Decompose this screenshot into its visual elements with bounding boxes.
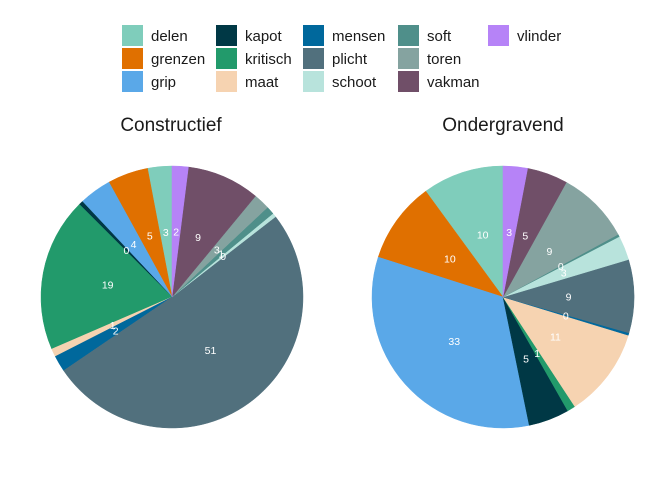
pie-slice-plicht — [63, 216, 304, 429]
panel-title: Ondergravend — [442, 115, 563, 136]
slice-label-toren: 9 — [547, 246, 553, 258]
legend-swatch — [122, 71, 143, 92]
legend-swatch — [398, 48, 419, 69]
legend: delen grenzen grip kapot kritisch maat mensen p… — [122, 25, 561, 92]
legend-label: soft — [427, 28, 452, 45]
legend-label: delen — [151, 28, 188, 45]
pie-slice-delen — [425, 165, 504, 298]
legend-swatch — [216, 71, 237, 92]
slice-label-grip: 33 — [448, 336, 460, 348]
slice-label-kritisch: 1 — [534, 348, 540, 360]
slice-label-schoot: 3 — [561, 267, 567, 279]
slice-label-grenzen: 5 — [147, 230, 153, 242]
legend-label: grip — [151, 74, 176, 91]
legend-swatch — [488, 25, 509, 46]
slice-label-mensen: 2 — [113, 325, 119, 337]
slice-label-kapot: 5 — [523, 353, 529, 365]
legend-swatch — [216, 25, 237, 46]
pie-slice-maat — [502, 296, 629, 407]
legend-label: vakman — [427, 74, 480, 91]
pie-slices — [371, 165, 635, 429]
panel-title: Constructief — [120, 115, 222, 136]
legend-label: kapot — [245, 28, 283, 45]
slice-label-plicht: 51 — [205, 345, 217, 357]
slice-label-delen: 10 — [477, 230, 489, 242]
legend-label: vlinder — [517, 28, 561, 45]
slice-label-toren: 3 — [214, 244, 220, 256]
pie-slices — [40, 165, 304, 429]
slice-label-plicht: 9 — [566, 292, 572, 304]
legend-swatch — [303, 71, 324, 92]
legend-swatch — [398, 25, 419, 46]
legend-item-maat: maat — [216, 71, 279, 92]
legend-swatch — [122, 48, 143, 69]
legend-swatch — [216, 48, 237, 69]
slice-label-grip: 4 — [131, 239, 137, 251]
slice-label-vlinder: 2 — [173, 227, 179, 239]
legend-swatch — [303, 25, 324, 46]
legend-item-plicht: plicht — [303, 48, 368, 69]
slice-label-vlinder: 3 — [506, 227, 512, 239]
legend-label: mensen — [332, 28, 385, 45]
slice-label-grenzen: 10 — [444, 254, 456, 266]
legend-item-schoot: schoot — [303, 71, 377, 92]
slice-label-schoot: 0 — [220, 251, 226, 263]
legend-item-toren: toren — [398, 48, 461, 69]
legend-swatch — [303, 48, 324, 69]
legend-label: schoot — [332, 74, 377, 91]
legend-item-delen: delen — [122, 25, 188, 46]
legend-item-vakman: vakman — [398, 71, 480, 92]
legend-label: plicht — [332, 51, 368, 68]
pie-slice-vlinder — [171, 165, 189, 298]
legend-item-vlinder: vlinder — [488, 25, 561, 46]
pie-slice-vlinder — [502, 165, 528, 298]
pie-slice-kritisch — [40, 204, 173, 350]
slice-label-vakman: 9 — [195, 232, 201, 244]
slice-label-mensen: 0 — [563, 311, 569, 323]
legend-item-mensen: mensen — [303, 25, 385, 46]
slice-label-soft: 1 — [218, 249, 224, 261]
pie-slice-grip — [371, 256, 530, 429]
legend-item-kritisch: kritisch — [216, 48, 292, 69]
legend-item-soft: soft — [398, 25, 452, 46]
legend-item-grenzen: grenzen — [122, 48, 205, 69]
legend-label: toren — [427, 51, 461, 68]
slice-label-kapot: 0 — [123, 245, 129, 257]
pie-slice-grenzen — [377, 190, 504, 298]
legend-swatch — [398, 71, 419, 92]
legend-item-kapot: kapot — [216, 25, 283, 46]
legend-label: kritisch — [245, 51, 292, 68]
slice-label-vakman: 5 — [522, 230, 528, 242]
slice-label-maat: 1 — [110, 320, 116, 332]
legend-label: maat — [245, 74, 279, 91]
slice-label-soft: 0 — [558, 261, 564, 273]
legend-item-grip: grip — [122, 71, 176, 92]
legend-swatch — [122, 25, 143, 46]
slice-label-kritisch: 19 — [102, 280, 114, 292]
slice-label-maat: 11 — [550, 331, 561, 343]
legend-label: grenzen — [151, 51, 205, 68]
slice-label-delen: 3 — [163, 227, 169, 239]
